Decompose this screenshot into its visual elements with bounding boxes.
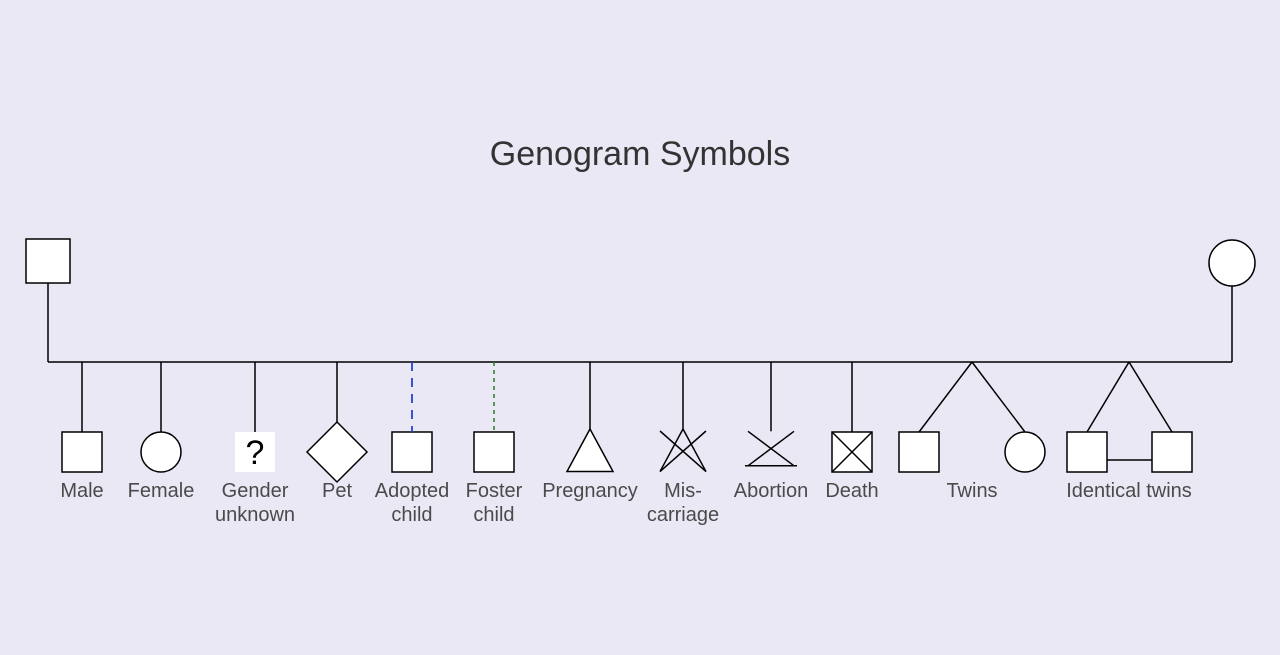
symbol-twins-right-icon [1005, 432, 1045, 472]
label-death: Death [782, 479, 922, 503]
label-twins: Twins [902, 479, 1042, 503]
symbol-pet-icon [307, 422, 367, 482]
question-mark-icon: ? [246, 434, 265, 472]
symbol-pregnancy-icon [567, 429, 613, 472]
symbol-twins-left-icon [899, 432, 939, 472]
symbol-identical-right-icon [1152, 432, 1192, 472]
parent-male-icon [26, 239, 70, 283]
diagram-svg: ? [0, 0, 1280, 655]
parent-female-icon [1209, 240, 1255, 286]
symbol-adopted-icon [392, 432, 432, 472]
genogram-diagram: Genogram Symbols ? MaleFemaleGender unkn… [0, 0, 1280, 655]
symbol-foster-icon [474, 432, 514, 472]
label-identical-twins: Identical twins [1059, 479, 1199, 503]
symbol-identical-left-icon [1067, 432, 1107, 472]
symbol-male-icon [62, 432, 102, 472]
symbol-female-icon [141, 432, 181, 472]
